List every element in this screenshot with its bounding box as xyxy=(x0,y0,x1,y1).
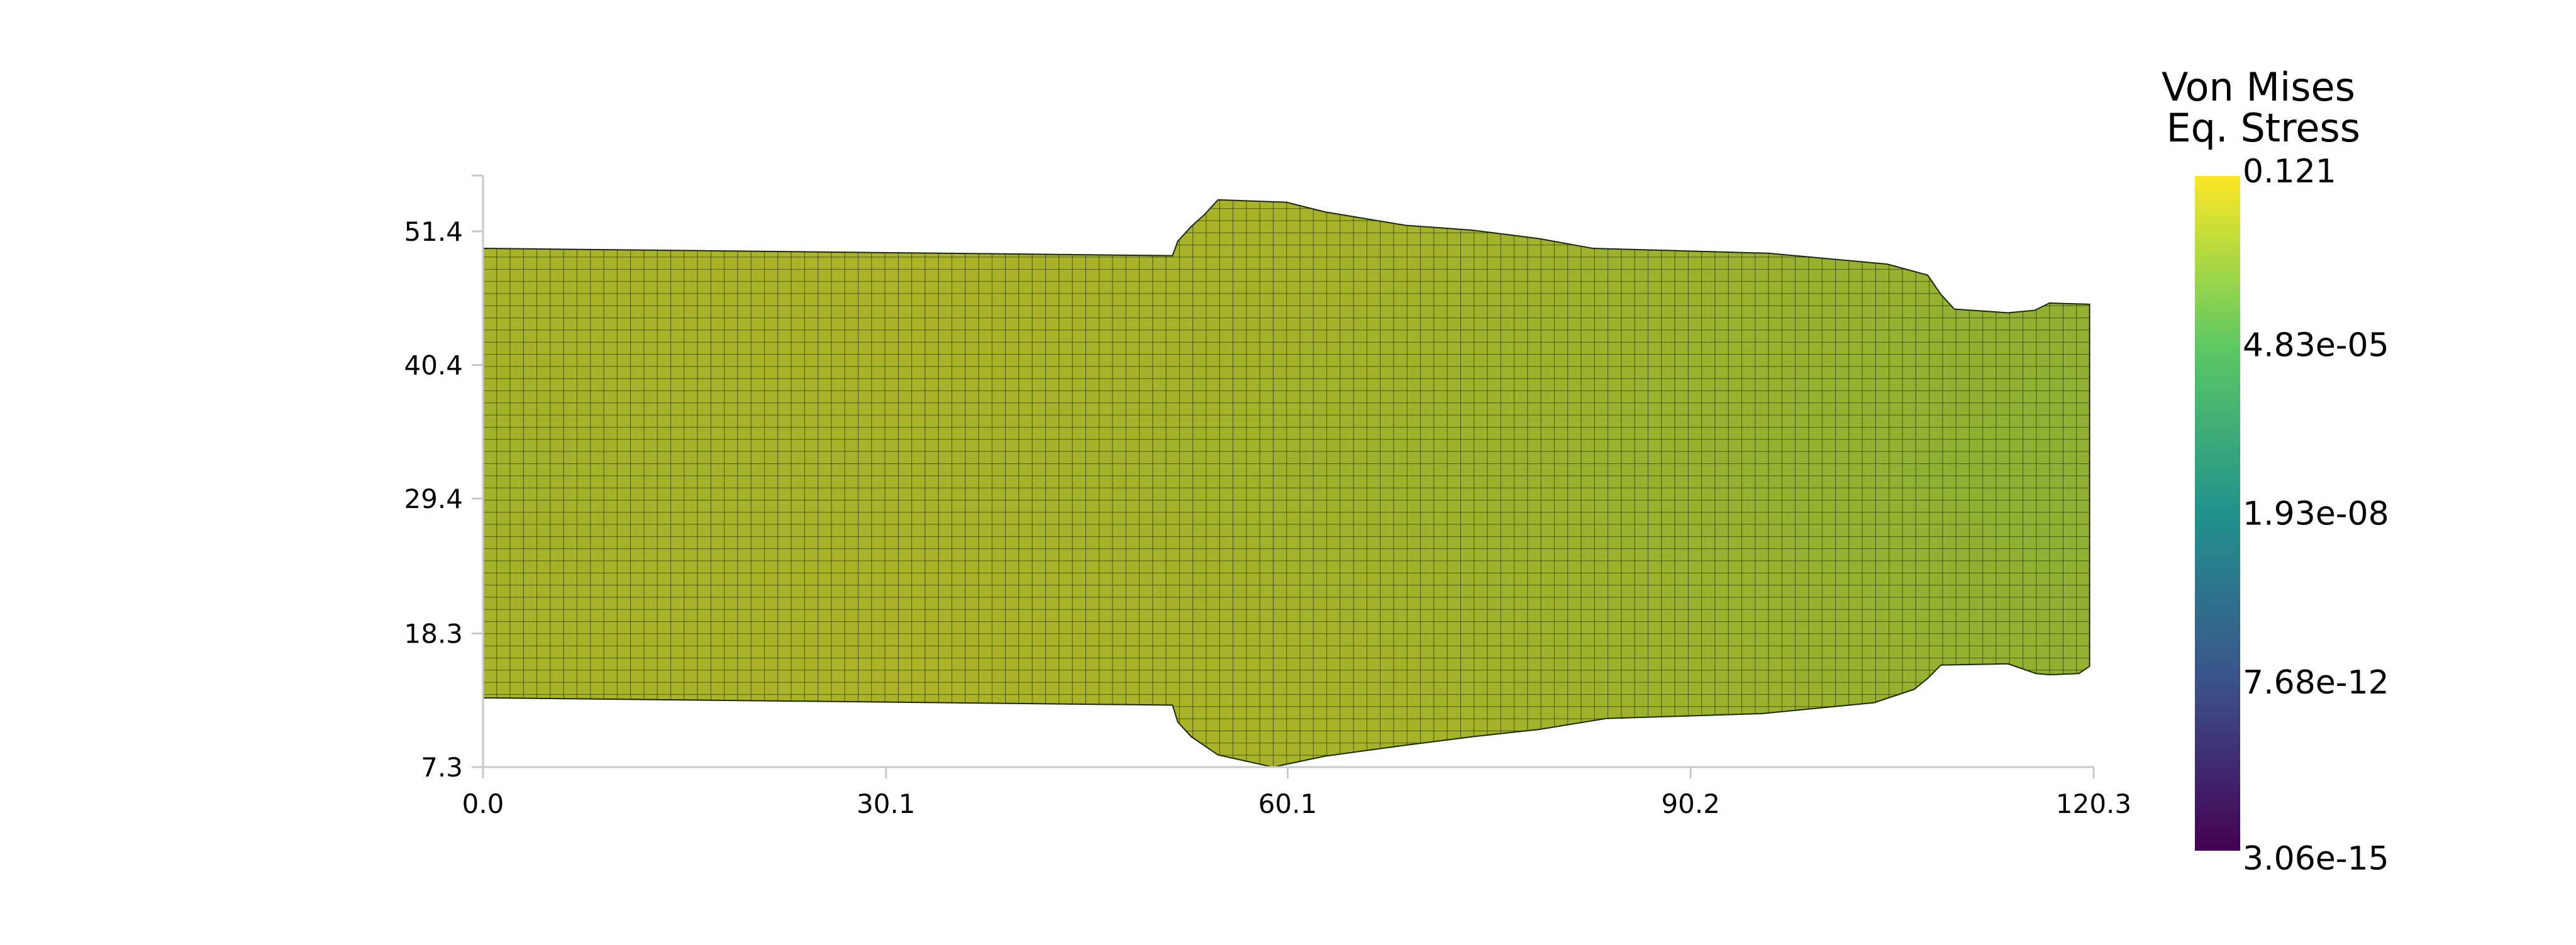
colorbar-label: 1.93e-08 xyxy=(2243,495,2389,533)
y-tick-label: 29.4 xyxy=(404,484,463,514)
colorbar: Von Mises Eq. Stress 0.121 4.83e-05 1.93e-… xyxy=(2162,64,2389,878)
y-tick-label: 51.4 xyxy=(404,216,463,247)
colorbar-title-line-2: Eq. Stress xyxy=(2167,105,2361,151)
colorbar-label: 0.121 xyxy=(2243,153,2336,191)
x-ticks: 0.0 30.1 60.1 90.2 120.3 xyxy=(462,767,2131,819)
colorbar-gradient-bar xyxy=(2195,176,2240,851)
colorbar-title-line-1: Von Mises xyxy=(2162,64,2355,110)
x-tick-label: 0.0 xyxy=(462,788,504,819)
x-tick-label: 120.3 xyxy=(2056,788,2131,819)
y-ticks: 7.3 18.3 29.4 40.4 51.4 xyxy=(404,174,483,783)
y-tick-label: 40.4 xyxy=(404,350,463,381)
colorbar-label: 4.83e-05 xyxy=(2243,326,2389,364)
mesh-outline xyxy=(482,199,2090,768)
x-tick-label: 90.2 xyxy=(1661,788,1720,819)
colorbar-label: 3.06e-15 xyxy=(2243,840,2389,878)
colorbar-label: 7.68e-12 xyxy=(2243,664,2389,702)
axes: 0.0 30.1 60.1 90.2 120.3 7.3 18.3 29.4 40.4 51.4 xyxy=(404,174,2131,819)
y-tick-label: 7.3 xyxy=(421,752,463,783)
x-tick-label: 60.1 xyxy=(1258,788,1318,819)
y-tick-label: 18.3 xyxy=(404,618,463,649)
x-tick-label: 30.1 xyxy=(857,788,916,819)
colorbar-labels: 0.121 4.83e-05 1.93e-08 7.68e-12 3.06e-15 xyxy=(2243,153,2389,878)
